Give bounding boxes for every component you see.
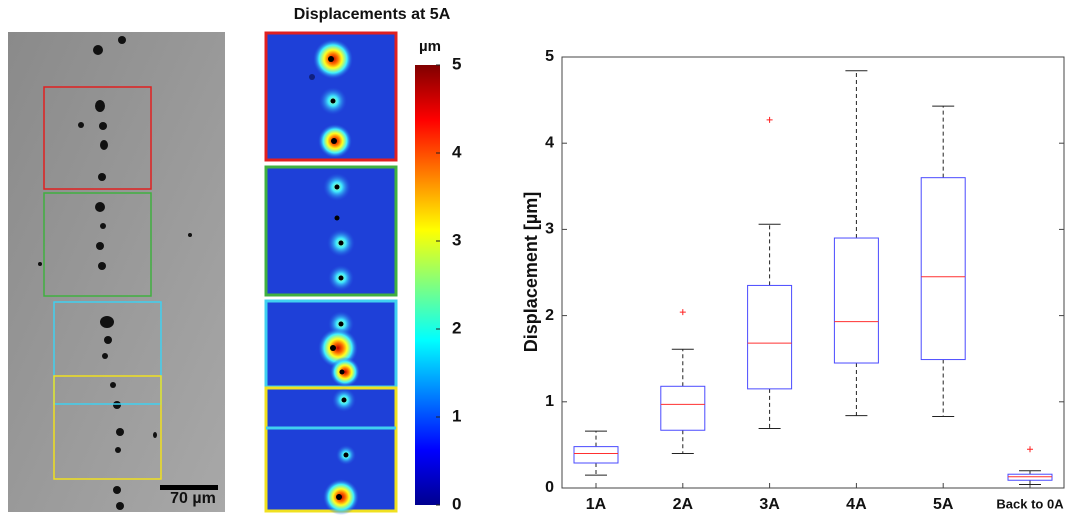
y-tick-label: 5	[545, 48, 554, 65]
y-tick-label: 1	[545, 393, 554, 410]
box	[920, 177, 966, 361]
x-tick-label: 4A	[846, 496, 867, 513]
colorbar-tick-label: 0	[452, 494, 461, 513]
y-tick-label: 0	[545, 479, 554, 496]
heatmap-title: Displacements at 5A	[294, 6, 451, 23]
x-tick-label: 1A	[586, 496, 607, 513]
box	[660, 385, 706, 431]
box	[833, 237, 879, 364]
colorbar-label: µm	[419, 38, 441, 55]
plot-frame	[561, 56, 1065, 489]
colorbar-tick-label: 3	[452, 230, 461, 249]
y-tick-label: 4	[545, 134, 554, 151]
outlier	[1027, 446, 1033, 453]
outlier	[679, 309, 686, 316]
colorbar-tick-label: 4	[452, 142, 462, 161]
heatmaps	[264, 31, 398, 515]
x-tick-label: 5A	[933, 496, 954, 513]
outlier	[766, 116, 773, 123]
scale-bar-label: 70 µm	[170, 490, 216, 507]
micrograph: 70 µm	[8, 32, 225, 512]
y-tick-label: 3	[545, 221, 554, 238]
colorbar-tick-label: 1	[452, 406, 461, 425]
y-tick-label: 2	[545, 307, 554, 324]
box	[573, 446, 619, 464]
y-axis-label: Displacement [µm]	[521, 192, 541, 352]
colorbar-tick-label: 5	[452, 54, 461, 73]
x-tick-label: 3A	[759, 496, 780, 513]
x-tick-label: 2A	[673, 496, 694, 513]
box	[747, 284, 793, 390]
colorbar	[415, 65, 440, 505]
x-tick-label: Back to 0A	[996, 496, 1064, 511]
colorbar-tick-label: 2	[452, 318, 461, 337]
